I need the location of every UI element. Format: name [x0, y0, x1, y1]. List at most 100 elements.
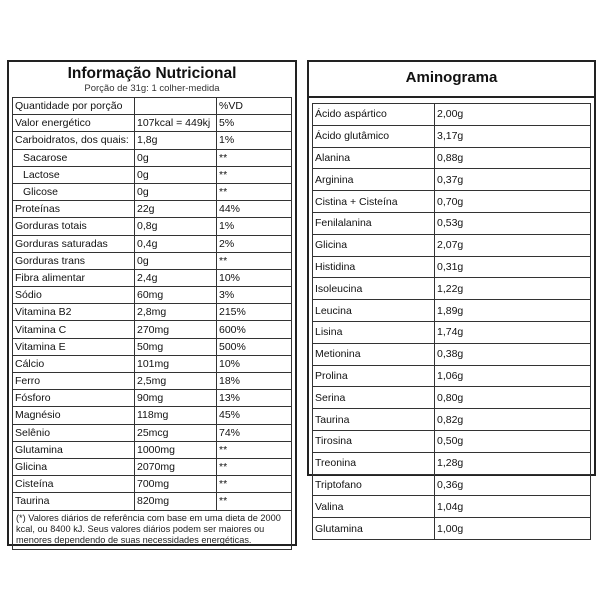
amino-acid-name: Arginina: [312, 168, 435, 192]
amino-acid-value: 3,17g: [434, 124, 591, 148]
amino-acid-name: Serina: [312, 386, 435, 410]
nutrient-name: Carboidratos, dos quais:: [12, 131, 135, 150]
nutrient-dv: 10%: [216, 268, 292, 288]
amino-row: Fenilalanina 0,53g: [312, 211, 591, 235]
amino-row: Ácido aspártico 2,00g: [312, 103, 591, 126]
nutrient-dv: 18%: [216, 371, 292, 391]
amino-row: Prolina 1,06g: [312, 364, 591, 388]
nutrition-table: Quantidade por porção %VD Valor energéti…: [12, 96, 292, 511]
amino-acid-name: Ácido glutâmico: [312, 124, 435, 148]
nutrient-amount: 0g: [134, 182, 217, 202]
nutrition-facts-panel: Informação Nutricional Porção de 31g: 1 …: [7, 60, 297, 550]
amino-acid-value: 1,74g: [434, 320, 591, 344]
amino-row: Triptofano 0,36g: [312, 473, 591, 497]
nutrient-name: Valor energético: [12, 114, 135, 133]
amino-row: Valina 1,04g: [312, 495, 591, 519]
nutrient-dv: **: [216, 440, 292, 459]
nutrient-dv: **: [216, 457, 292, 477]
nutrition-row: Vitamina B2 2,8mg 215%: [12, 303, 292, 322]
amino-row: Taurina 0,82g: [312, 408, 591, 431]
amino-row: Isoleucina 1,22g: [312, 277, 591, 301]
nutrient-dv: 600%: [216, 320, 292, 339]
amino-acid-value: 0,36g: [434, 473, 591, 497]
amino-acid-name: Glutamina: [312, 517, 435, 540]
amino-acid-value: 0,80g: [434, 386, 591, 410]
nutrition-row: Taurina 820mg **: [12, 492, 292, 511]
nutrient-amount: 820mg: [134, 492, 217, 511]
nutrient-amount: 1000mg: [134, 440, 217, 459]
nutrient-name: Glutamina: [12, 440, 135, 459]
amino-row: Arginina 0,37g: [312, 168, 591, 192]
nutrient-name: Magnésio: [12, 406, 135, 425]
amino-acid-name: Histidina: [312, 255, 435, 279]
nutrient-amount: 107kcal = 449kj: [134, 114, 217, 133]
nutrient-dv: **: [216, 475, 292, 494]
amino-acid-name: Alanina: [312, 146, 435, 170]
nutrient-dv: 2%: [216, 234, 292, 253]
amino-acid-value: 1,22g: [434, 277, 591, 301]
amino-acid-value: 1,00g: [434, 517, 591, 540]
nutrition-row: Vitamina C 270mg 600%: [12, 320, 292, 339]
nutrient-name: Sódio: [12, 286, 135, 305]
nutrient-dv: 10%: [216, 354, 292, 374]
nutrient-name: Vitamina B2: [12, 303, 135, 322]
nutrient-dv: 45%: [216, 406, 292, 425]
nutrition-row: Cálcio 101mg 10%: [12, 354, 292, 374]
amino-acid-name: Treonina: [312, 451, 435, 475]
nutrient-name: Glicina: [12, 457, 135, 477]
amino-acid-value: 0,38g: [434, 342, 591, 366]
amino-acid-value: 0,50g: [434, 429, 591, 453]
nutrient-name: Fósforo: [12, 389, 135, 408]
amino-acid-name: Lisina: [312, 320, 435, 344]
nutrition-row: Gorduras trans 0g **: [12, 251, 292, 270]
nutrient-amount: 50mg: [134, 337, 217, 356]
nutrient-dv: **: [216, 165, 292, 184]
nutrition-row: Sacarose 0g **: [12, 148, 292, 167]
nutrient-name: Selênio: [12, 423, 135, 442]
nutrient-amount: 270mg: [134, 320, 217, 339]
nutrition-row: Gorduras totais 0,8g 1%: [12, 217, 292, 236]
nutrient-dv: 74%: [216, 423, 292, 442]
nutrition-row: Sódio 60mg 3%: [12, 286, 292, 305]
nutrition-row: Ferro 2,5mg 18%: [12, 371, 292, 391]
aminogram-title: Aminograma: [309, 62, 594, 98]
nutrient-name: Vitamina E: [12, 337, 135, 356]
nutrient-name: Sacarose: [12, 148, 135, 167]
nutrient-name: Cálcio: [12, 354, 135, 374]
nutrient-name: Vitamina C: [12, 320, 135, 339]
nutrient-name: Lactose: [12, 165, 135, 184]
nutrition-row: Fibra alimentar 2,4g 10%: [12, 268, 292, 288]
nutrient-amount: 0g: [134, 148, 217, 167]
nutrient-dv: **: [216, 492, 292, 511]
amino-acid-name: Valina: [312, 495, 435, 519]
amino-acid-name: Prolina: [312, 364, 435, 388]
amino-acid-value: 0,31g: [434, 255, 591, 279]
nutrient-amount: 60mg: [134, 286, 217, 305]
nutrient-dv: 1%: [216, 131, 292, 150]
amino-row: Serina 0,80g: [312, 386, 591, 410]
nutrient-name: Glicose: [12, 182, 135, 202]
nutrient-amount: 101mg: [134, 354, 217, 374]
aminogram-panel: Aminograma Ácido aspártico 2,00g Ácido glu…: [307, 60, 596, 540]
amino-row: Histidina 0,31g: [312, 255, 591, 279]
amino-row: Tirosina 0,50g: [312, 429, 591, 453]
amino-acid-name: Cistina + Cisteína: [312, 190, 435, 213]
nutrient-name: Gorduras saturadas: [12, 234, 135, 253]
amino-acid-value: 0,37g: [434, 168, 591, 192]
amino-row: Glicina 2,07g: [312, 233, 591, 257]
nutrition-row: Cisteína 700mg **: [12, 475, 292, 494]
amino-row: Leucina 1,89g: [312, 299, 591, 322]
nutrient-name: Proteínas: [12, 200, 135, 219]
amino-acid-value: 0,88g: [434, 146, 591, 170]
amino-row: Treonina 1,28g: [312, 451, 591, 475]
amino-acid-name: Isoleucina: [312, 277, 435, 301]
nutrient-dv: 1%: [216, 217, 292, 236]
amino-row: Cistina + Cisteína 0,70g: [312, 190, 591, 213]
nutrient-dv: **: [216, 251, 292, 270]
nutrient-amount: 90mg: [134, 389, 217, 408]
nutrition-row: Proteínas 22g 44%: [12, 200, 292, 219]
nutrition-row: Carboidratos, dos quais: 1,8g 1%: [12, 131, 292, 150]
nutrient-dv: **: [216, 182, 292, 202]
nutrient-name: Taurina: [12, 492, 135, 511]
nutrient-dv: **: [216, 148, 292, 167]
